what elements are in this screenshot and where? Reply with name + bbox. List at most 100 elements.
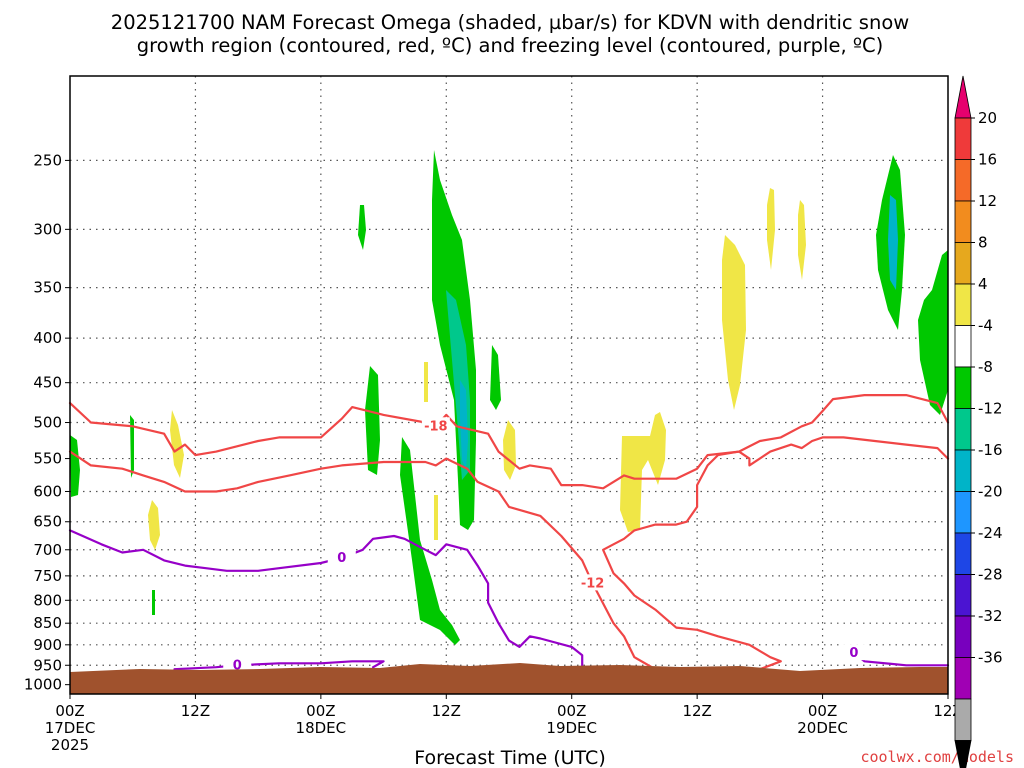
colorbar-label: -24: [978, 524, 1003, 542]
contour-label-bg: [839, 644, 868, 661]
x-tick-label: 00Z: [557, 702, 586, 720]
contour-line-snow-growth: [68, 436, 950, 679]
colorbar-label: -36: [978, 649, 1003, 667]
colorbar-swatch: [954, 117, 972, 160]
x-tick-label: 19DEC: [546, 719, 597, 737]
colorbar-label: -32: [978, 607, 1003, 625]
colorbar-label: -20: [978, 483, 1003, 501]
x-tick-label: 18DEC: [296, 719, 347, 737]
x-tick-label: 00Z: [808, 702, 837, 720]
contour-label-bg: [327, 548, 356, 565]
plot-frame: [69, 75, 949, 695]
omega-area-upward-6: [400, 437, 460, 645]
x-tick-label: 20DEC: [797, 719, 848, 737]
colorbar-swatch: [954, 698, 972, 741]
colorbar-swatch: [954, 159, 972, 202]
x-tick-label: 2025: [51, 736, 89, 754]
colorbar-label: -12: [978, 400, 1003, 418]
pressure-axis: 250 300 350 400 450 500 550 600 650 700 750 800 850 9…: [24, 151, 70, 694]
colorbar-cap-top: [954, 75, 972, 119]
omega-area-downward-6: [620, 412, 666, 532]
omega-area-upward-3: [152, 590, 155, 615]
y-tick-label: 1000: [24, 676, 62, 694]
omega-area-downward-4: [434, 495, 438, 540]
colorbar-swatch: [954, 408, 972, 451]
omega-area-upward-12: [460, 380, 468, 470]
omega-area-upward-5: [365, 366, 380, 475]
contour-label-bg: [421, 417, 450, 434]
omega-area-downward-2: [148, 500, 160, 550]
omega-area-downward-5: [503, 420, 516, 480]
colorbar-swatch: [954, 491, 972, 534]
y-tick-label: 650: [33, 513, 62, 531]
omega-area-downward-7: [722, 235, 746, 410]
y-tick-label: 850: [33, 614, 62, 632]
temperature-contours: -18 -12 0 0 0: [68, 394, 950, 679]
y-tick-label: 500: [33, 414, 62, 432]
y-tick-label: 950: [33, 656, 62, 674]
x-axis-title: Forecast Time (UTC): [414, 747, 605, 768]
omega-colorbar: 20 16 12 8 4 -4 -8 -12 -16 -20 -24 -28 -32 -36: [954, 75, 1003, 768]
surface-terrain: [70, 663, 948, 694]
colorbar-swatch: [954, 532, 972, 575]
contour-label: 0: [233, 658, 242, 673]
colorbar-swatch: [954, 449, 972, 492]
x-tick-label: 17DEC: [45, 719, 96, 737]
y-tick-label: 600: [33, 482, 62, 500]
colorbar-label: 8: [978, 234, 988, 252]
y-tick-label: 450: [33, 374, 62, 392]
colorbar-label: 16: [978, 151, 997, 169]
y-tick-label: 550: [33, 450, 62, 468]
colorbar-swatch: [954, 200, 972, 243]
omega-area-upward-10: [918, 250, 948, 415]
omega-area-downward-8: [767, 188, 775, 270]
colorbar-label: 4: [978, 275, 988, 293]
colorbar-label: -4: [978, 317, 993, 335]
contour-label-bg: [578, 574, 607, 591]
colorbar-label: 12: [978, 192, 997, 210]
colorbar-swatch: [954, 283, 972, 326]
contour-label: 0: [337, 551, 346, 566]
chart-title-line-2: growth region (contoured, red, ºC) and f…: [137, 34, 884, 57]
y-tick-label: 900: [33, 636, 62, 654]
contour-label-bg: [223, 656, 252, 673]
colorbar-swatch: [954, 366, 972, 409]
credit-link[interactable]: coolwx.com/models: [860, 748, 1014, 766]
colorbar-swatch: [954, 325, 972, 368]
omega-shading: [70, 150, 948, 645]
omega-area-downward-9: [798, 200, 806, 280]
omega-area-upward-1: [70, 435, 80, 497]
colorbar-label: 20: [978, 109, 997, 127]
x-tick-label: 12Z: [432, 702, 461, 720]
colorbar-swatch: [954, 574, 972, 617]
omega-area-upward-4: [358, 205, 366, 250]
colorbar-swatch: [954, 657, 972, 700]
contour-label: -12: [581, 576, 605, 591]
colorbar-label: -8: [978, 358, 993, 376]
colorbar-swatch: [954, 242, 972, 285]
colorbar-label: -16: [978, 441, 1003, 459]
x-tick-label: 00Z: [55, 702, 84, 720]
contour-line-freezing-level: [68, 529, 594, 679]
colorbar-swatch: [954, 615, 972, 658]
x-tick-label: 12Z: [682, 702, 711, 720]
y-tick-label: 750: [33, 567, 62, 585]
omega-area-upward-2: [130, 415, 134, 478]
grid-lines: [70, 76, 948, 694]
y-tick-label: 350: [33, 279, 62, 297]
omega-area-downward-3: [424, 362, 428, 402]
chart-title-line-1: 2025121700 NAM Forecast Omega (shaded, µ…: [111, 11, 909, 34]
y-tick-label: 800: [33, 591, 62, 609]
omega-area-downward-1: [170, 410, 184, 478]
x-tick-label: 12Z: [181, 702, 210, 720]
y-tick-label: 400: [33, 329, 62, 347]
x-tick-label: 00Z: [306, 702, 335, 720]
contour-line-freezing-level: [173, 660, 385, 671]
omega-area-upward-13: [888, 195, 898, 290]
chart-title: 2025121700 NAM Forecast Omega (shaded, µ…: [111, 11, 909, 57]
contour-line-snow-growth: [68, 394, 950, 490]
y-tick-label: 250: [33, 151, 62, 169]
y-tick-label: 300: [33, 220, 62, 238]
